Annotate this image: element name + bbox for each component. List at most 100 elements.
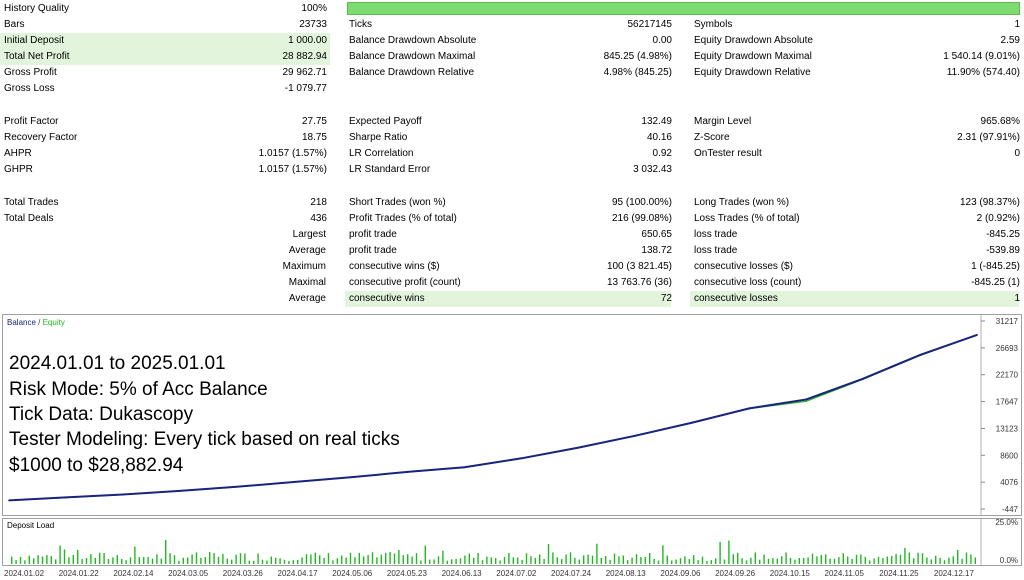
y-tick-label: 31217 [996,317,1019,326]
metric-label: Equity Drawdown Absolute [694,35,813,46]
metric-value: 28 882.94 [282,51,328,62]
metric-value: 0.92 [652,148,672,159]
deposit-load-bar [807,557,809,564]
deposit-load-bar [490,557,492,564]
metric-value: -845.25 (1) [971,277,1020,288]
deposit-load-bar [833,558,836,564]
metric-value: 123 (98.37%) [959,197,1020,208]
metric-label: Largest [292,229,326,240]
metric-value: 3 032.43 [633,164,672,175]
metric-value: -845.25 [986,229,1020,240]
deposit-load-bar [820,555,822,564]
deposit-load-bar [697,560,699,564]
deposit-load-bar [811,553,814,564]
deposit-load-bar [81,558,83,564]
deposit-load-bar [24,560,26,564]
deposit-load-bar [72,555,74,564]
deposit-load-bar [33,558,35,564]
report-row: History Quality 100% [0,1,1024,17]
metric-label: Long Trades (won %) [694,197,790,208]
deposit-load-bar [385,552,387,564]
deposit-load-bar [332,560,334,564]
deposit-load-bar [653,558,655,564]
report-row: Initial Deposit 1 000.00 Balance Drawdown … [0,33,1024,49]
deposit-load-bar [961,558,963,564]
deposit-load-bar [829,558,831,564]
deposit-load-bar [552,552,554,564]
legend-equity: Equity [43,318,65,327]
deposit-load-bar [248,560,250,564]
metric-label: Equity Drawdown Maximal [694,51,812,62]
metric-label: History Quality [4,3,70,14]
deposit-load-bar [789,557,792,564]
date-axis-label: 2024.01.02 [4,569,45,578]
metric-label: Balance Drawdown Absolute [349,35,477,46]
deposit-load-bar [55,559,57,564]
deposit-load-bar [165,539,167,564]
deposit-load-bar [860,554,862,564]
deposit-load-bar [50,556,52,564]
deposit-load-bar [873,558,875,564]
deposit-load-bar [160,558,162,564]
deposit-load-bar [41,556,44,564]
metric-value: 965.68% [980,116,1020,127]
series-point-balance [349,476,352,479]
report-row: Maximum consecutive wins ($) 100 (3 821.45… [0,259,1024,275]
deposit-load-bar [226,558,228,564]
y-tick-label: 8600 [1000,451,1018,460]
series-point-balance [520,457,523,460]
deposit-load-bar [424,545,426,564]
deposit-load-bar [754,552,756,564]
deposit-load-bar [314,552,316,564]
metric-value: 100 (3 821.45) [606,261,672,272]
deposit-load-bar [635,554,638,564]
deposit-load-bar [200,557,202,564]
deposit-load-bar [473,557,475,564]
report-row: AHPR 1.0157 (1.57%) LR Correlation 0.92 OnTe… [0,146,1024,162]
deposit-load-bar [855,554,858,564]
deposit-load-bar [121,559,123,564]
deposit-load-bar [939,557,941,564]
date-axis-label: 2024.08.13 [605,569,646,578]
deposit-load-bar [701,556,704,564]
date-axis-label: 2024.05.23 [386,569,427,578]
deposit-load-bar [217,556,220,564]
deposit-load-bar [539,554,541,564]
chart-legend: Balance / Equity [7,318,65,327]
metric-label: AHPR [4,148,32,159]
deposit-load-bar [310,554,312,564]
deposit-load-bar [908,552,910,564]
series-point-balance [634,434,637,437]
deposit-load-bar [451,559,453,564]
deposit-load-bar [803,558,805,564]
deposit-load-bar [275,557,277,564]
overlay-line: Risk Mode: 5% of Acc Balance [9,379,268,400]
date-axis-label: 2024.10.15 [769,569,810,578]
deposit-load-bar [543,558,545,564]
deposit-load-bar [728,540,730,564]
metric-value: 1 000.00 [288,35,327,46]
balance-chart-svg: 31217 26693 22170 17647 13123 8600 4076 -447 Bal… [7,315,1019,515]
deposit-load-bar [279,558,281,564]
deposit-load-bar [292,560,294,564]
balance-equity-chart: 31217 26693 22170 17647 13123 8600 4076 -447 Bal… [2,314,1022,516]
deposit-load-bar [393,553,396,564]
metric-value: 4.98% (845.25) [603,67,672,78]
deposit-load-bar [437,556,440,564]
series-line-balance [8,333,978,502]
deposit-load-bar [420,560,422,564]
metric-label: Gross Profit [4,67,57,78]
deposit-load-bar [371,552,374,564]
deposit-load-bar [125,560,127,564]
deposit-load-bar [239,553,242,564]
metric-value: 1 [1014,19,1020,30]
deposit-load-bar [666,555,668,564]
deposit-load-bar [763,554,765,564]
y-tick-label: 26693 [996,344,1019,353]
deposit-load-bar [156,554,158,564]
deposit-load-bar [231,559,233,564]
deposit-load-bar [455,558,457,564]
deposit-load-bar [244,553,246,564]
date-axis-label: 2024.06.13 [441,569,482,578]
metric-label: consecutive losses [694,293,778,304]
